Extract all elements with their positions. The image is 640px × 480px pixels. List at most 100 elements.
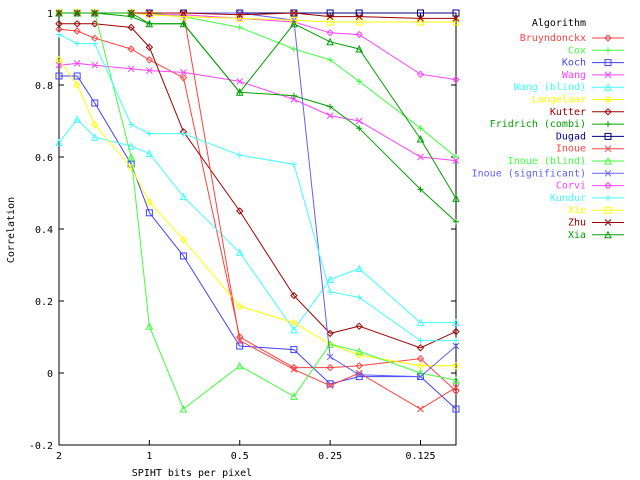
data-point: [355, 362, 363, 370]
data-point: [417, 186, 424, 193]
series-wang: [55, 60, 460, 164]
data-point: [290, 92, 297, 99]
data-point: [179, 19, 188, 28]
data-point: [73, 81, 81, 89]
legend-swatch-marker: [604, 108, 612, 116]
data-point: [73, 60, 81, 67]
data-point: [127, 65, 135, 73]
data-point: [417, 373, 424, 380]
data-point: [452, 342, 460, 350]
data-point: [235, 248, 244, 256]
data-point: [290, 325, 298, 334]
legend-label: Kutter: [550, 107, 586, 118]
legend-label: Fridrich (combi): [490, 119, 586, 130]
data-point: [55, 20, 63, 28]
data-point: [236, 207, 244, 215]
legend-item-bruyndonckx: Bruyndonckx: [520, 33, 624, 44]
data-point: [179, 252, 187, 260]
legend-swatch-marker: [604, 59, 612, 67]
legend-swatch-marker: [605, 194, 611, 201]
data-point: [452, 362, 460, 370]
data-point: [73, 115, 81, 123]
data-point: [180, 69, 187, 76]
data-point: [55, 138, 63, 147]
y-tick-label: 1: [47, 9, 53, 20]
legend-swatch-marker: [604, 156, 612, 165]
data-point: [355, 18, 363, 26]
y-tick-label: -0.2: [29, 441, 53, 452]
data-point: [416, 344, 425, 352]
data-point: [326, 112, 334, 119]
legend-item-inoue: Inoue: [556, 144, 624, 155]
data-point: [356, 125, 363, 132]
data-point: [290, 392, 298, 400]
data-point: [73, 27, 81, 35]
data-point: [326, 275, 334, 283]
legend-item-zhu: Zhu: [568, 218, 624, 229]
legend-swatch-marker: [604, 219, 612, 226]
data-point: [452, 194, 460, 202]
series-wang-blind: [55, 115, 460, 334]
data-point: [127, 164, 135, 172]
data-point: [355, 13, 363, 20]
legend-item-corvi: Corvi: [556, 181, 624, 192]
y-tick-label: 0.8: [35, 81, 53, 92]
legend-swatch-marker: [604, 34, 612, 42]
data-point: [90, 133, 99, 141]
data-point: [236, 78, 244, 85]
legend-label: Langelaar: [532, 95, 586, 106]
legend-item-fridrich-combi: Fridrich (combi): [490, 119, 624, 130]
data-point: [290, 18, 298, 26]
data-point: [290, 16, 298, 24]
data-point: [145, 43, 154, 51]
series-xia: [55, 8, 460, 202]
legend-label: Inoue (blind): [508, 156, 586, 167]
data-point: [179, 74, 188, 82]
data-point: [453, 337, 459, 344]
legend-swatch-marker: [604, 83, 612, 91]
legend-swatch-marker: [604, 230, 612, 239]
data-point: [236, 152, 243, 159]
data-point: [235, 361, 244, 370]
legend-label: Zhu: [568, 218, 586, 229]
data-point: [326, 353, 334, 361]
data-point: [417, 15, 424, 22]
data-point: [290, 291, 298, 300]
legend-swatch-marker: [605, 121, 611, 128]
data-point: [417, 153, 424, 161]
data-point: [145, 19, 154, 28]
data-point: [179, 236, 188, 244]
series-line: [58, 28, 457, 392]
data-point: [452, 405, 460, 413]
data-point: [326, 329, 334, 338]
data-point: [416, 9, 424, 17]
data-point: [327, 103, 334, 110]
legend-item-kutter: Kutter: [550, 107, 624, 118]
data-point: [91, 99, 99, 107]
data-point: [355, 117, 363, 125]
legend-swatch-marker: [604, 169, 612, 177]
data-point: [179, 404, 188, 413]
data-point: [127, 8, 135, 17]
data-point: [452, 75, 460, 84]
legend-item-langelaar: Langelaar: [532, 95, 624, 106]
data-point: [290, 318, 298, 327]
data-point: [127, 142, 135, 150]
series-line: [58, 118, 456, 331]
data-point: [127, 152, 135, 161]
legend-swatch-marker: [604, 71, 612, 79]
y-tick-label: 0.6: [35, 153, 53, 164]
x-tick-label: 0.25: [318, 451, 342, 462]
data-point: [356, 78, 363, 85]
data-point: [56, 31, 62, 38]
y-axis: -0.2 0 0.2 0.4 0.6 0.8 1: [29, 9, 456, 452]
data-point: [290, 363, 298, 372]
data-point: [145, 56, 154, 64]
data-point: [146, 130, 153, 137]
legend-label: Inoue: [556, 144, 586, 155]
data-point: [55, 8, 63, 17]
legend-item-wang-blind: Wang (blind): [514, 82, 624, 93]
x-tick-label: 0.5: [231, 451, 249, 462]
data-point: [290, 19, 298, 28]
